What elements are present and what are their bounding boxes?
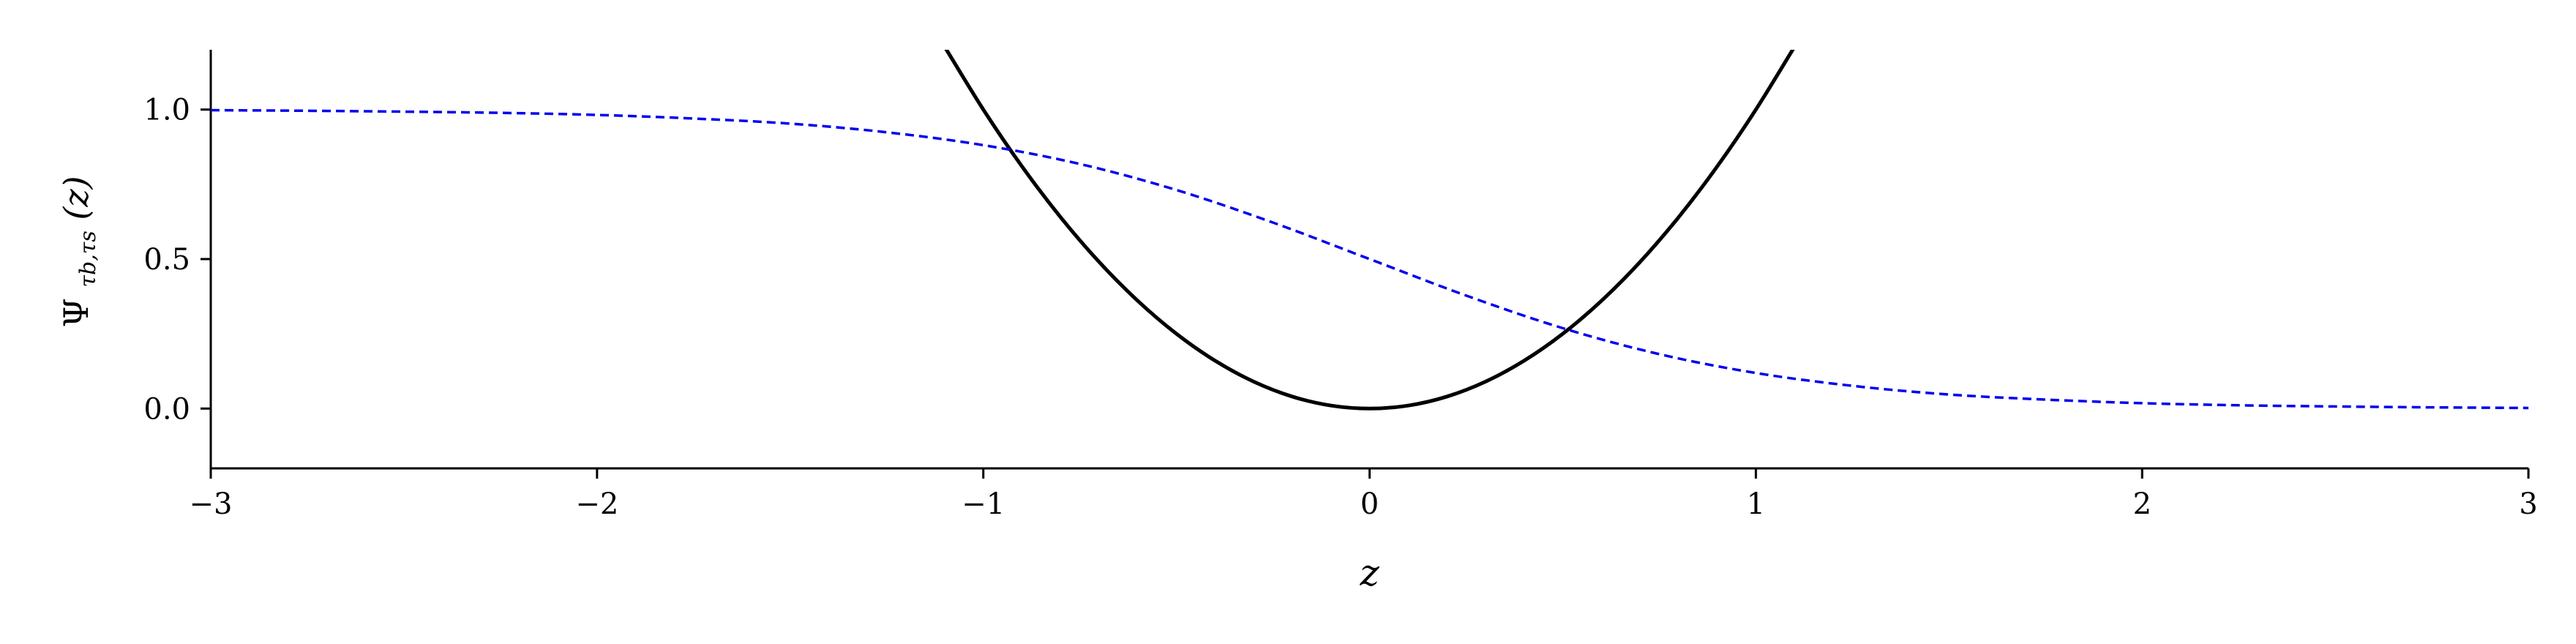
x-tick-label: 1 <box>1747 487 1765 521</box>
y-axis-label-argument: (z) <box>56 176 96 220</box>
x-tick-label: −1 <box>962 487 1005 521</box>
x-tick-label: 2 <box>2133 487 2151 521</box>
y-axis-label-main: Ψ <box>56 298 96 327</box>
x-axis-label: z <box>1359 552 1379 594</box>
axis-ticks: −3 −2 −1 0 1 2 3 0.0 0.5 1.0 <box>143 94 2537 521</box>
series-layer <box>211 50 2528 411</box>
x-tick-label: −3 <box>190 487 233 521</box>
y-axis-label-subscript: τb,τs <box>75 231 101 287</box>
x-tick-label: 3 <box>2519 487 2537 521</box>
x-tick-label: −2 <box>575 487 618 521</box>
y-axis-label: Ψ τb,τs (z) <box>56 176 103 327</box>
y-tick-label: 0.0 <box>143 392 190 426</box>
y-tick-label: 0.5 <box>143 243 190 277</box>
series-line-solid <box>944 50 1795 411</box>
y-tick-label: 1.0 <box>143 94 190 127</box>
series-line-dashed <box>211 108 2528 410</box>
axes-spines <box>209 50 2528 470</box>
x-tick-label: 0 <box>1360 487 1379 521</box>
